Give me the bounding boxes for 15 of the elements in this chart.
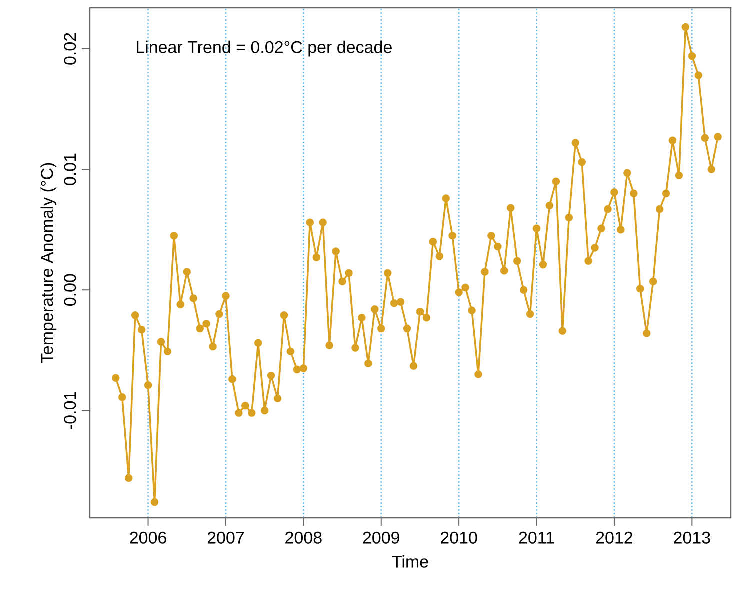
x-axis-title: Time xyxy=(392,555,428,568)
x-tick-label: 2010 xyxy=(441,532,478,544)
y-tick-label: 0.02 xyxy=(64,33,76,65)
x-tick-label: 2013 xyxy=(674,532,710,544)
y-tick-label: -0.01 xyxy=(64,392,76,430)
x-tick-label: 2007 xyxy=(208,532,244,544)
y-tick-label: 0.00 xyxy=(64,274,76,306)
y-tick-label: 0.01 xyxy=(64,154,76,186)
y-axis-title: Temperature Anomaly (°C) xyxy=(40,163,57,364)
x-tick-label: 2009 xyxy=(363,532,400,544)
x-tick-label: 2012 xyxy=(596,532,633,544)
annotation: Linear Trend = 0.02°C per decade xyxy=(137,40,392,57)
x-tick-label: 2008 xyxy=(286,532,322,544)
x-tick-label: 2011 xyxy=(519,532,554,544)
x-tick-label: 2006 xyxy=(130,532,166,544)
